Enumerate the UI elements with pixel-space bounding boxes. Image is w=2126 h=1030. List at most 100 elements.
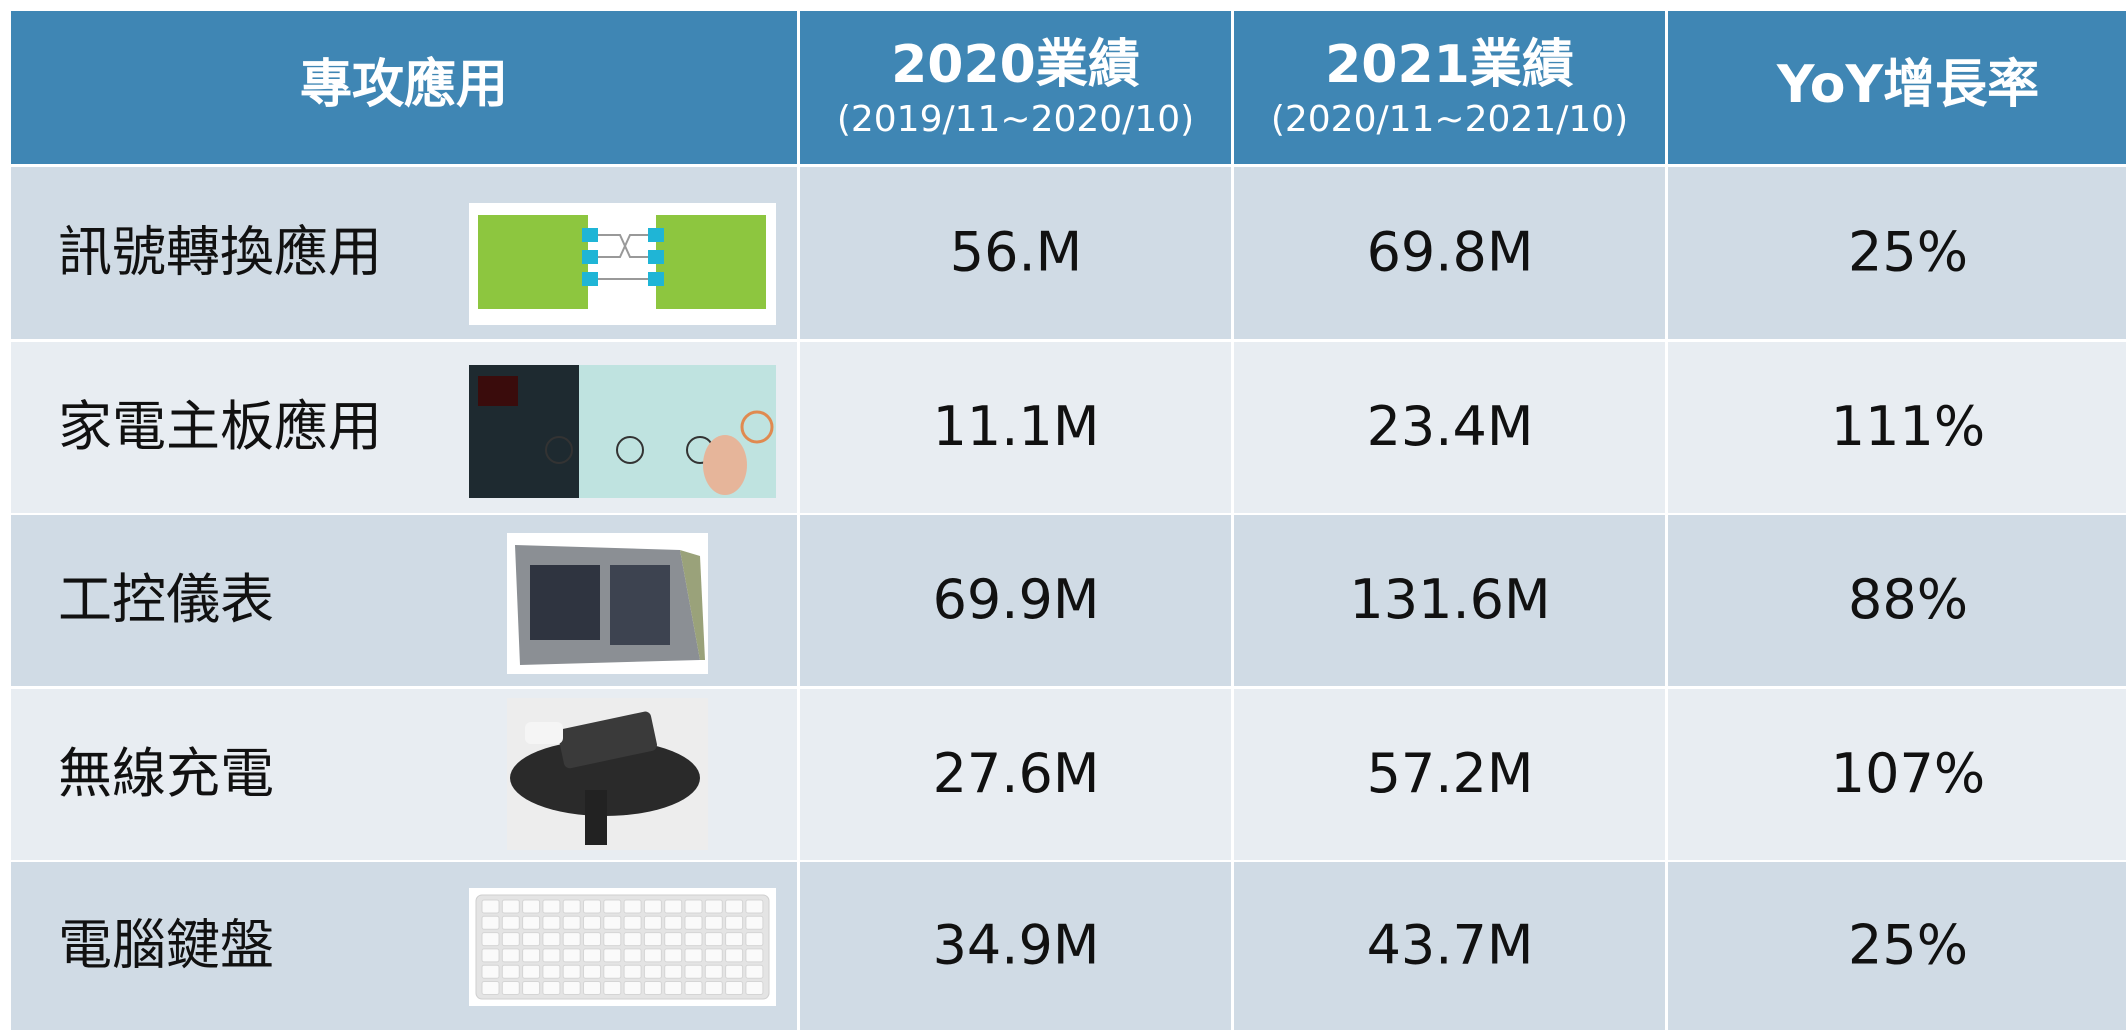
header-title: YoY增長率 xyxy=(1776,55,2039,115)
key xyxy=(523,933,540,946)
key xyxy=(563,916,580,929)
key xyxy=(584,900,601,913)
key xyxy=(624,916,641,929)
key xyxy=(705,916,722,929)
key xyxy=(624,900,641,913)
key xyxy=(746,900,763,913)
key xyxy=(543,900,560,913)
key xyxy=(665,982,682,995)
key xyxy=(482,933,499,946)
key xyxy=(502,982,519,995)
cell-value: 69.9M xyxy=(933,568,1100,631)
key xyxy=(523,900,540,913)
key xyxy=(726,900,743,913)
key xyxy=(502,916,519,929)
header-title: 2021業績 xyxy=(1325,35,1574,95)
key xyxy=(726,982,743,995)
key xyxy=(726,949,743,962)
key xyxy=(624,965,641,978)
key xyxy=(665,916,682,929)
row-label: 無線充電 xyxy=(58,742,274,805)
key xyxy=(746,965,763,978)
key xyxy=(523,949,540,962)
cell-value: 23.4M xyxy=(1367,395,1534,458)
key xyxy=(746,949,763,962)
key xyxy=(604,916,621,929)
key xyxy=(705,900,722,913)
key xyxy=(665,900,682,913)
key xyxy=(746,933,763,946)
key xyxy=(584,916,601,929)
key xyxy=(523,965,540,978)
image-illustration xyxy=(469,888,776,1006)
key xyxy=(624,933,641,946)
key xyxy=(665,949,682,962)
key xyxy=(685,900,702,913)
key xyxy=(563,982,580,995)
key xyxy=(644,933,661,946)
key xyxy=(584,982,601,995)
header-title: 2020業績 xyxy=(891,35,1140,95)
key xyxy=(604,982,621,995)
row-label: 家電主板應用 xyxy=(58,395,382,458)
key xyxy=(502,900,519,913)
key xyxy=(563,949,580,962)
key xyxy=(543,949,560,962)
row-label: 訊號轉換應用 xyxy=(58,221,382,284)
key xyxy=(685,965,702,978)
key xyxy=(685,982,702,995)
key xyxy=(563,933,580,946)
cell-value: 57.2M xyxy=(1367,742,1534,805)
key xyxy=(584,933,601,946)
key xyxy=(746,916,763,929)
key xyxy=(482,949,499,962)
cell-value: 34.9M xyxy=(933,914,1100,977)
row-label: 工控儀表 xyxy=(58,568,274,631)
cell-value: 111% xyxy=(1831,395,1985,458)
key xyxy=(482,982,499,995)
image-illustration xyxy=(469,203,776,325)
key xyxy=(644,965,661,978)
key xyxy=(644,982,661,995)
key xyxy=(482,965,499,978)
key xyxy=(726,933,743,946)
cell-value: 56.M xyxy=(950,221,1082,284)
cell-value: 69.8M xyxy=(1367,221,1534,284)
key xyxy=(543,982,560,995)
key xyxy=(482,900,499,913)
cell-value: 131.6M xyxy=(1349,568,1550,631)
cell-value: 107% xyxy=(1831,742,1985,805)
cell-value: 27.6M xyxy=(933,742,1100,805)
image-illustration xyxy=(507,698,708,850)
key xyxy=(665,933,682,946)
header-period: (2020/11~2021/10) xyxy=(1271,99,1628,140)
header-period: (2019/11~2020/10) xyxy=(837,99,1194,140)
cell-value: 25% xyxy=(1848,221,1968,284)
key xyxy=(685,916,702,929)
key xyxy=(604,949,621,962)
key xyxy=(604,965,621,978)
key xyxy=(604,933,621,946)
key xyxy=(705,949,722,962)
key xyxy=(685,949,702,962)
image-illustration xyxy=(507,533,708,674)
table-background xyxy=(11,11,2126,1030)
table-slide: 專攻應用 2020業績(2019/11~2020/10) 2021業績(2020/1… xyxy=(0,0,2126,1030)
cell-value: 88% xyxy=(1848,568,1968,631)
key xyxy=(644,900,661,913)
key xyxy=(482,916,499,929)
key xyxy=(502,933,519,946)
header-title: 專攻應用 xyxy=(300,55,508,115)
key xyxy=(502,949,519,962)
key xyxy=(543,933,560,946)
key xyxy=(502,965,519,978)
key xyxy=(665,965,682,978)
cell-value: 43.7M xyxy=(1367,914,1534,977)
key xyxy=(523,916,540,929)
key xyxy=(705,982,722,995)
key xyxy=(624,949,641,962)
key xyxy=(584,949,601,962)
key xyxy=(746,982,763,995)
key xyxy=(726,916,743,929)
key xyxy=(584,965,601,978)
